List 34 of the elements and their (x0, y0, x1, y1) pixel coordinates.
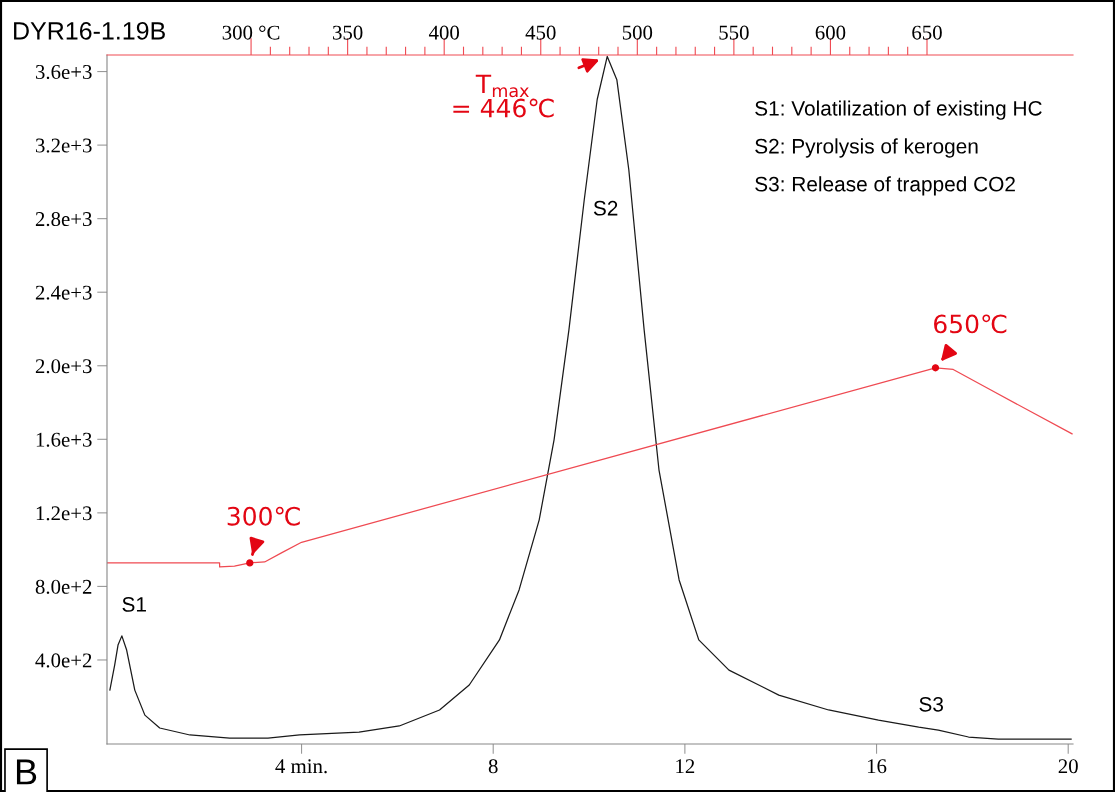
y-tick-label: 4.0e+2 (35, 653, 92, 668)
y-tick-label: 2.0e+3 (35, 359, 92, 374)
x2-tick-label: 350 (333, 25, 363, 40)
annotation: T$_{max}$ = 446℃ (453, 74, 554, 118)
annotation: 300℃ (227, 506, 300, 526)
x-tick-label: 12 (676, 759, 695, 774)
annotation: S1: Volatilization of existing HC (755, 100, 1042, 120)
line-series (109, 55, 1072, 740)
annotation: 650℃ (934, 314, 1007, 334)
x2-tick-label: 400 (428, 25, 460, 40)
x2-tick-label: 500 (622, 25, 653, 40)
x2-tick-label: 550 (719, 25, 749, 40)
x-tick-label: 20 (1058, 759, 1078, 774)
x-tick-label: 8 (488, 759, 498, 774)
y-tick-label: 2.4e+3 (35, 285, 92, 300)
x2-tick-label: 600 (815, 25, 846, 40)
x2-tick-label: 300 °C (222, 25, 280, 40)
x-tick-label: 16 (867, 759, 887, 774)
y-tick-label: 8.0e+2 (35, 579, 92, 594)
annotation: S2: Pyrolysis of kerogen (755, 138, 978, 158)
x2-tick-label: 450 (525, 25, 556, 40)
text: B (16, 759, 37, 785)
y-tick-label: 2.8e+3 (35, 212, 92, 227)
annotation: S3 (919, 696, 944, 712)
annotation: S3: Release of trapped CO2 (755, 176, 1015, 196)
x-tick-label: 4 min. (275, 759, 327, 774)
y-tick-label: 3.6e+3 (35, 64, 92, 80)
chart-title: DYR16-1.19B (14, 22, 165, 40)
y-tick-label: 1.6e+3 (36, 432, 92, 447)
y-tick-label: 1.2e+3 (36, 506, 92, 521)
annotation: S1 (122, 597, 146, 612)
y-tick-label: 3.2e+3 (35, 138, 92, 153)
annotation: S2 (593, 200, 618, 216)
x2-tick-label: 650 (912, 25, 942, 40)
